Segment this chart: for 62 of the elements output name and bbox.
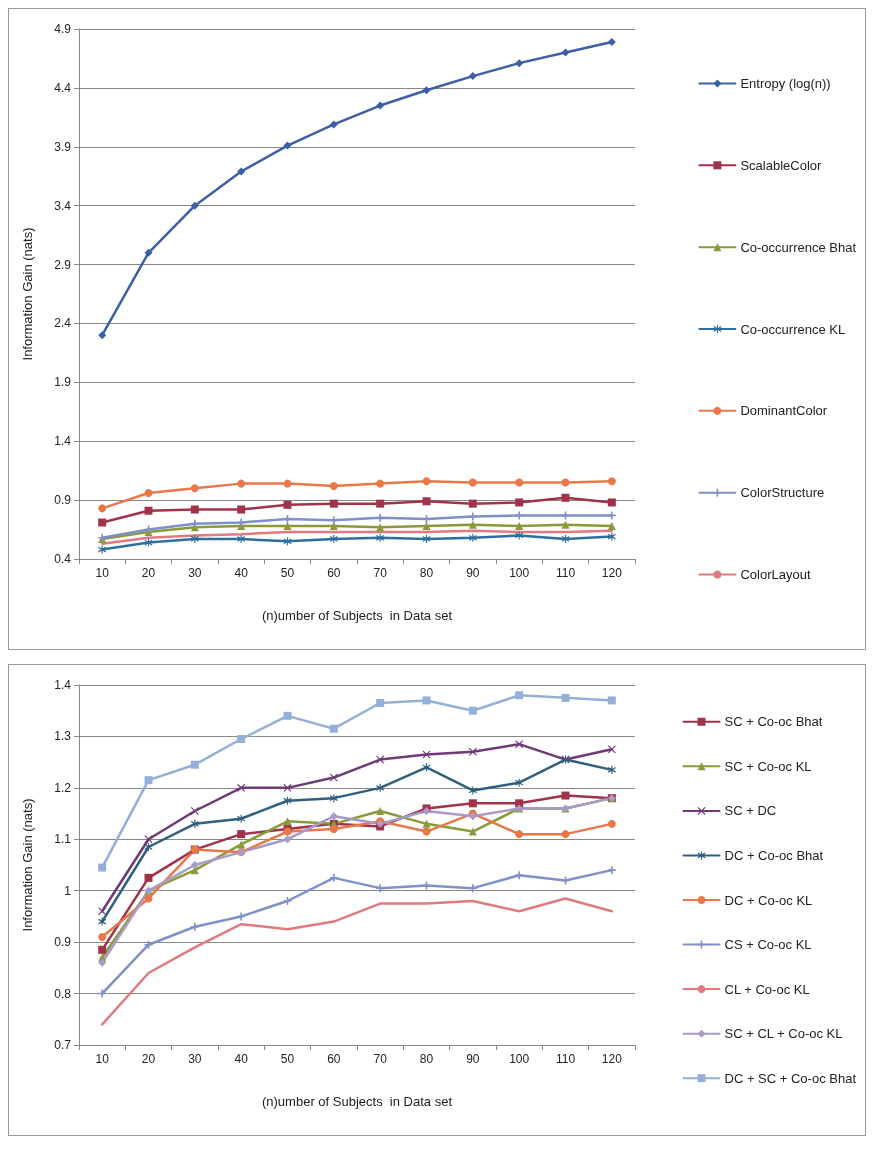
y-tick-label: 0.8 — [54, 986, 72, 1001]
legend-label: SC + CL + Co-oc KL — [724, 1026, 843, 1042]
x-tick-label: 110 — [555, 1052, 576, 1066]
x-tick-label: 50 — [280, 1052, 295, 1066]
y-tick-label: 0.7 — [54, 1038, 72, 1052]
x-tick-label: 60 — [327, 1052, 341, 1066]
x-tick-label: 30 — [188, 1052, 202, 1066]
x-axis-title: (n)umber of Subjects in Data set — [261, 1094, 453, 1109]
y-tick-label: 4.9 — [54, 22, 72, 36]
x-tick-label: 40 — [234, 1052, 249, 1066]
y-tick-label: 1.9 — [54, 375, 72, 390]
y-tick-label: 2.4 — [54, 316, 72, 331]
x-tick-label: 90 — [466, 1052, 480, 1066]
x-tick-label: 10 — [95, 1052, 110, 1066]
legend-label: CL + Co-oc KL — [724, 981, 810, 997]
legend-label: SC + DC — [724, 803, 777, 819]
y-tick-label: 0.9 — [54, 935, 72, 950]
y-tick-label: 1.1 — [54, 832, 72, 847]
y-tick-label: 1.3 — [54, 729, 72, 744]
legend-label: ScalableColor — [740, 157, 822, 173]
y-tick-label: 0.9 — [54, 493, 72, 508]
legend-label: DC + Co-oc KL — [724, 892, 813, 908]
legend-label: DC + SC + Co-oc Bhat — [724, 1070, 857, 1086]
y-tick-label: 1 — [64, 883, 72, 898]
y-tick-label: 0.4 — [54, 552, 72, 566]
legend-label: CS + Co-oc KL — [724, 937, 812, 953]
x-tick-label: 60 — [327, 566, 341, 580]
legend-label: SC + Co-oc Bhat — [724, 714, 823, 730]
legend-label: ColorLayout — [740, 567, 811, 583]
y-tick-label: 4.4 — [54, 80, 72, 95]
x-tick-label: 20 — [141, 566, 156, 580]
y-tick-label: 3.4 — [54, 198, 72, 213]
x-tick-label: 20 — [141, 1052, 156, 1066]
x-tick-label: 30 — [188, 566, 202, 580]
x-tick-label: 110 — [555, 566, 576, 580]
x-tick-label: 80 — [419, 566, 434, 580]
y-tick-label: 1.2 — [54, 780, 72, 795]
legend-label: DC + Co-oc Bhat — [724, 847, 824, 863]
y-axis-title: Information Gain (nats) — [20, 798, 35, 932]
y-tick-label: 2.9 — [54, 257, 72, 272]
y-axis-title: Information Gain (nats) — [20, 227, 35, 361]
x-tick-label: 100 — [509, 1052, 530, 1066]
legend-label: SC + Co-oc KL — [724, 758, 812, 774]
x-tick-label: 50 — [280, 566, 295, 580]
legend-label: DominantColor — [740, 403, 828, 419]
y-tick-label: 3.9 — [54, 139, 72, 154]
x-tick-label: 120 — [601, 1052, 623, 1066]
x-tick-label: 120 — [601, 566, 623, 580]
x-tick-label: 80 — [419, 1052, 434, 1066]
x-tick-label: 10 — [95, 566, 110, 580]
legend-label: ColorStructure — [740, 485, 825, 501]
x-tick-label: 90 — [466, 566, 480, 580]
x-tick-label: 40 — [234, 566, 249, 580]
legend-label: Co-occurrence Bhat — [740, 239, 857, 255]
y-tick-label: 1.4 — [54, 434, 72, 449]
y-tick-label: 1.4 — [54, 678, 72, 692]
x-tick-label: 70 — [373, 566, 388, 580]
legend-label: Entropy (log(n)) — [740, 75, 831, 91]
x-axis-title: (n)umber of Subjects in Data set — [261, 608, 453, 623]
x-tick-label: 100 — [509, 566, 530, 580]
legend-label: Co-occurrence KL — [740, 321, 846, 337]
x-tick-label: 70 — [373, 1052, 388, 1066]
